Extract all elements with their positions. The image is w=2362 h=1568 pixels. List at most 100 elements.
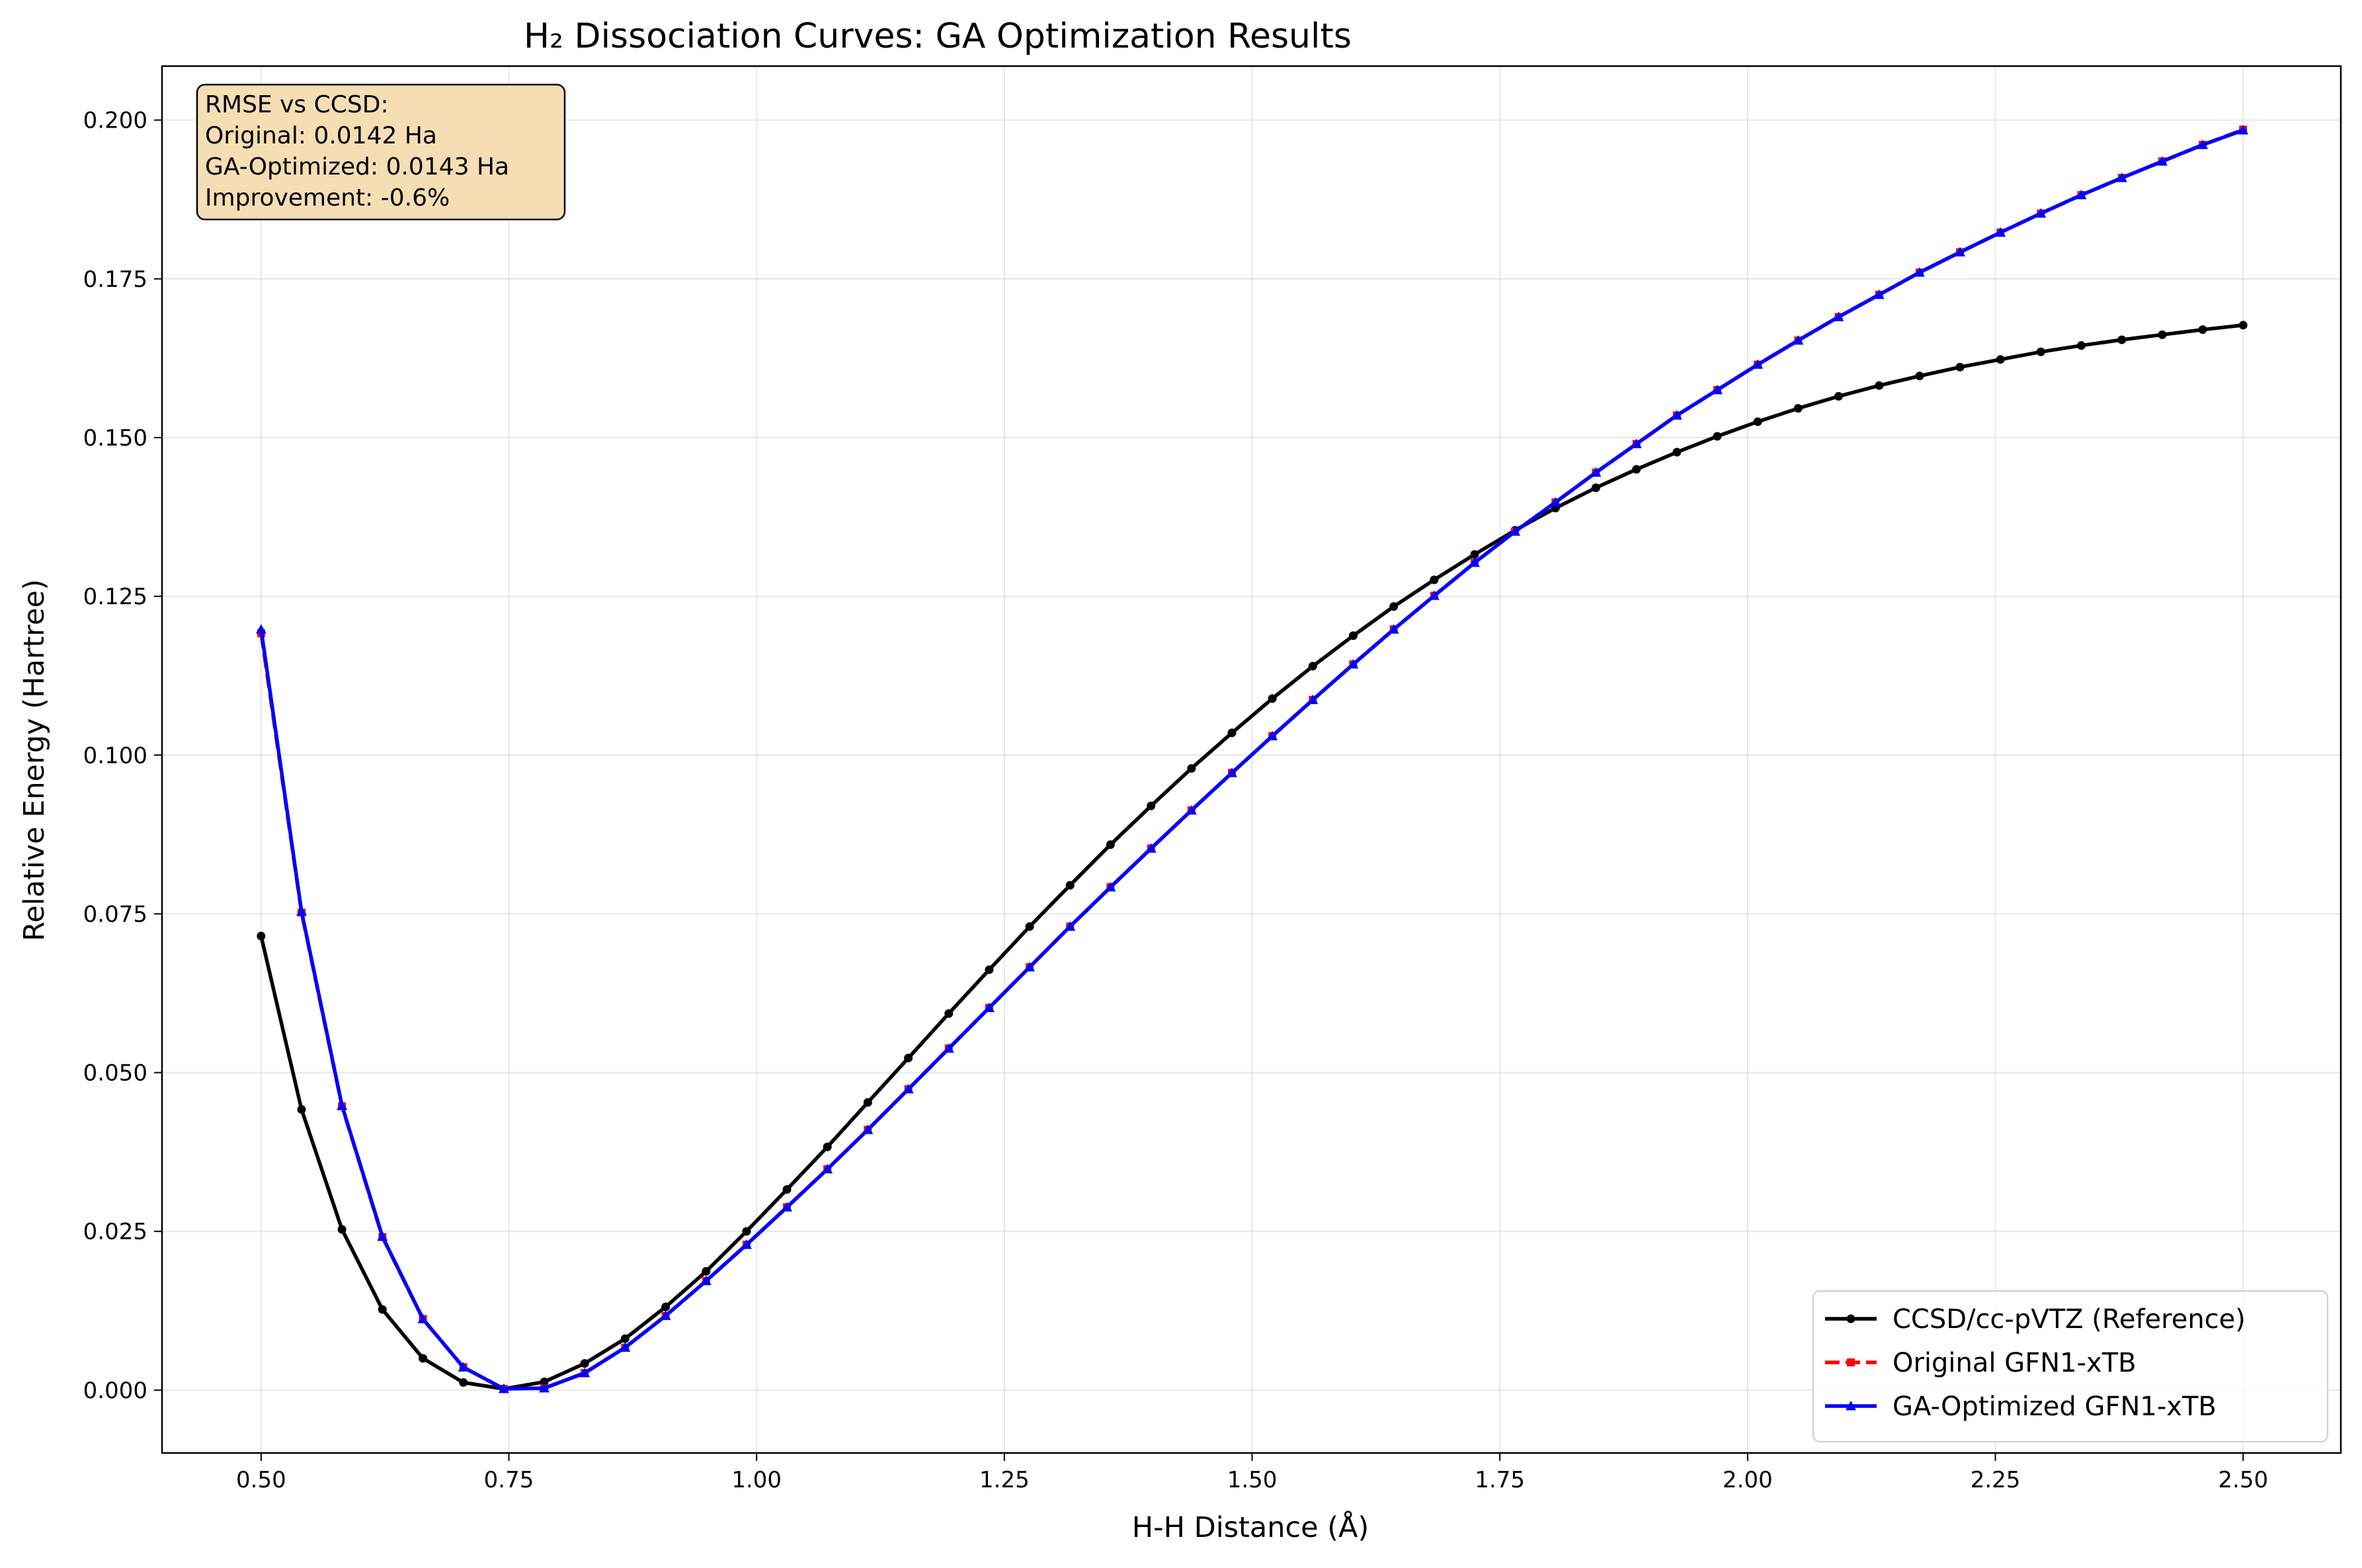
data-point: [1147, 801, 1156, 810]
data-point: [539, 1383, 550, 1393]
data-point: [1388, 624, 1399, 634]
data-point: [1307, 694, 1319, 705]
data-point: [2117, 335, 2127, 344]
data-point: [1268, 694, 1277, 703]
tick-layer: 0.50 0.75 1.00 1.25 1.50 1.75 2.00 2.25 2.50 0.00…: [83, 108, 2268, 1493]
data-point: [1469, 557, 1481, 567]
data-point: [2035, 208, 2047, 218]
data-point: [862, 1124, 874, 1134]
data-point: [985, 965, 994, 974]
data-point: [2197, 139, 2209, 149]
data-point: [1834, 392, 1843, 401]
y-axis-label: Relative Energy (Hartree): [18, 579, 51, 941]
data-point: [1712, 384, 1723, 395]
legend-frame: [1812, 1290, 2328, 1442]
data-point: [1995, 227, 2006, 237]
x-tick-label: 1.25: [979, 1467, 1030, 1493]
x-tick-label: 2.00: [1723, 1467, 1773, 1493]
x-tick-label: 1.75: [1475, 1467, 1525, 1493]
x-tick-label: 0.50: [236, 1467, 286, 1493]
data-point: [620, 1334, 630, 1343]
y-tick-label: 0.100: [83, 742, 147, 769]
data-point: [1955, 362, 1965, 372]
data-point: [337, 1225, 346, 1234]
data-point: [1875, 381, 1884, 390]
data-point: [1996, 355, 2005, 364]
y-tick-label: 0.125: [83, 584, 147, 610]
data-point: [1187, 764, 1196, 773]
data-point: [2036, 347, 2045, 356]
data-point: [742, 1227, 751, 1236]
x-tick-label: 2.50: [2218, 1467, 2268, 1493]
data-point: [782, 1185, 792, 1194]
y-tick-label: 0.175: [83, 266, 147, 293]
rmse-annotation-line: Original: 0.0142 Ha: [205, 122, 437, 149]
y-tick-label: 0.025: [83, 1219, 147, 1245]
data-point: [1590, 467, 1602, 477]
data-point: [1550, 496, 1561, 507]
data-point: [741, 1239, 752, 1249]
legend-swatch-marker: [1846, 1314, 1855, 1323]
data-point: [2198, 325, 2207, 334]
rmse-annotation-line: GA-Optimized: 0.0143 Ha: [205, 153, 509, 180]
data-point: [1267, 730, 1278, 740]
x-axis-label: H-H Distance (Å): [1132, 1510, 1369, 1544]
legend-label: Original GFN1-xTB: [1893, 1348, 2137, 1378]
data-point: [1752, 359, 1764, 369]
data-point: [1105, 882, 1116, 892]
data-point: [661, 1302, 671, 1312]
data-point: [782, 1202, 793, 1212]
data-point: [1348, 631, 1358, 641]
data-point: [2238, 321, 2248, 330]
data-point: [1226, 767, 1237, 777]
legend-item: GA-Optimized GFN1-xTB: [1825, 1392, 2217, 1422]
y-tick-label: 0.200: [83, 108, 147, 134]
data-point: [459, 1378, 468, 1387]
data-point: [1428, 590, 1440, 600]
data-point: [378, 1305, 387, 1314]
data-point: [1510, 526, 1521, 536]
data-point: [296, 906, 307, 916]
y-tick-label: 0.150: [83, 425, 147, 451]
data-point: [1671, 410, 1682, 420]
data-point: [1106, 840, 1115, 849]
data-point: [579, 1367, 590, 1378]
data-point: [2076, 190, 2087, 200]
legend: CCSD/cc-pVTZ (Reference) Original GFN1-xT…: [1812, 1290, 2328, 1442]
data-point: [540, 1377, 549, 1386]
data-point: [257, 931, 266, 941]
series-line: [259, 128, 2244, 1391]
data-point: [903, 1083, 914, 1093]
data-point: [1024, 962, 1036, 972]
data-point: [1632, 465, 1641, 474]
data-point: [943, 1043, 954, 1053]
data-point: [1793, 404, 1803, 413]
data-point: [1873, 289, 1885, 299]
series-3: [255, 125, 2249, 1393]
data-point: [2158, 330, 2167, 339]
series-line: [259, 323, 2244, 1391]
legend-label: CCSD/cc-pVTZ (Reference): [1893, 1304, 2246, 1335]
rmse-annotation-line: Improvement: -0.6%: [205, 184, 450, 212]
data-point: [1348, 658, 1359, 669]
rmse-annotation-line: RMSE vs CCSD:: [205, 91, 389, 118]
legend-item: CCSD/cc-pVTZ (Reference): [1825, 1304, 2246, 1335]
x-tick-label: 2.25: [1971, 1467, 2021, 1493]
legend-swatch-marker: [1847, 1358, 1855, 1366]
data-point: [1914, 267, 1925, 277]
data-point: [823, 1142, 832, 1152]
data-point: [458, 1362, 469, 1372]
data-point: [983, 1002, 995, 1013]
data-point: [255, 624, 266, 634]
x-tick-label: 1.00: [731, 1467, 782, 1493]
data-point: [1065, 881, 1075, 890]
data-point: [1470, 550, 1479, 559]
data-point: [904, 1053, 913, 1062]
data-point: [1145, 843, 1157, 853]
data-point: [417, 1313, 428, 1323]
data-point: [620, 1342, 631, 1352]
legend-label: GA-Optimized GFN1-xTB: [1893, 1392, 2217, 1422]
series-layer: [255, 125, 2249, 1393]
data-point: [2238, 125, 2249, 135]
rmse-annotation-box: RMSE vs CCSD: Original: 0.0142 Ha GA-Opt…: [196, 83, 566, 221]
